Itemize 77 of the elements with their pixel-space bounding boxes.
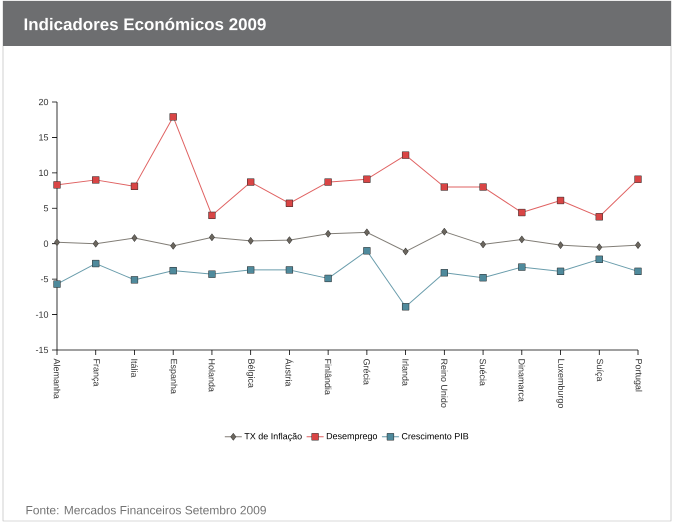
point — [130, 276, 138, 284]
point — [170, 113, 177, 121]
y-tick-label: 20 — [38, 98, 48, 106]
x-tick-label: Dinamarca — [518, 359, 526, 402]
y-tick-label: -15 — [36, 346, 48, 354]
point — [92, 176, 100, 184]
x-tick-label: Áustria — [285, 358, 294, 386]
point — [596, 213, 603, 220]
legend-label: TX de Inflação — [244, 432, 302, 442]
x-tick-label: Reino Unido — [441, 359, 448, 408]
x-tick-label: Alemanha — [54, 358, 60, 399]
y-tick-label: 10 — [39, 170, 48, 176]
point — [363, 247, 371, 254]
point — [286, 266, 294, 274]
y-tick-label: 5 — [44, 205, 48, 212]
point — [402, 151, 410, 159]
point — [479, 274, 487, 282]
point — [247, 178, 254, 186]
x-tick-label: Irlanda — [402, 359, 409, 386]
y-tick-label: -10 — [36, 311, 48, 318]
point — [441, 228, 448, 236]
chart-title: Indicadores Económicos 2009 — [24, 18, 266, 30]
point — [286, 200, 294, 207]
x-tick-label: Grécia — [364, 358, 370, 385]
point — [54, 238, 60, 246]
point — [286, 236, 292, 244]
legend-label: Desemprego — [326, 432, 378, 441]
point — [208, 233, 215, 242]
point — [325, 230, 332, 238]
point — [556, 268, 564, 275]
point — [480, 240, 486, 248]
point — [479, 183, 487, 191]
point — [634, 176, 642, 183]
x-tick-label: Espanha — [169, 359, 178, 394]
point — [596, 243, 602, 252]
point — [364, 228, 370, 236]
point — [53, 280, 61, 288]
point — [53, 181, 61, 189]
point — [556, 196, 564, 204]
point — [363, 176, 371, 183]
point — [132, 234, 138, 242]
x-tick-label: França — [92, 359, 100, 386]
x-tick-label: Luxemburgo — [556, 359, 565, 408]
x-tick-label: Suíça — [595, 358, 604, 382]
y-tick-label: 15 — [39, 134, 48, 141]
x-tick-label: Bélgica — [246, 359, 255, 388]
point — [518, 208, 526, 216]
y-tick-label: 0 — [44, 240, 48, 247]
point — [247, 266, 254, 274]
legend-label: Crescimento PIB — [402, 432, 468, 440]
x-tick-label: Suécia — [480, 358, 486, 386]
x-tick-label: Portugal — [634, 359, 642, 392]
point — [248, 237, 254, 245]
point — [440, 183, 448, 191]
x-tick-label: Holanda — [208, 359, 216, 392]
x-tick-label: Itália — [131, 359, 138, 378]
point — [92, 260, 100, 268]
point — [440, 269, 448, 276]
point — [634, 268, 642, 275]
point — [402, 303, 410, 310]
point — [558, 241, 564, 249]
point — [92, 240, 99, 248]
point — [130, 182, 138, 190]
point — [518, 236, 525, 244]
point — [170, 242, 176, 250]
point — [170, 266, 177, 274]
point — [596, 256, 603, 263]
point — [208, 270, 216, 278]
point — [324, 178, 332, 186]
point — [518, 263, 526, 271]
point — [402, 248, 409, 256]
source-note: Fonte: Mercados Financeiros Setembro 2009 — [26, 506, 266, 514]
point — [208, 212, 216, 220]
point — [635, 241, 641, 249]
y-tick-label: -5 — [40, 276, 48, 282]
x-tick-label: Finlândia — [324, 359, 332, 395]
point — [324, 274, 332, 282]
